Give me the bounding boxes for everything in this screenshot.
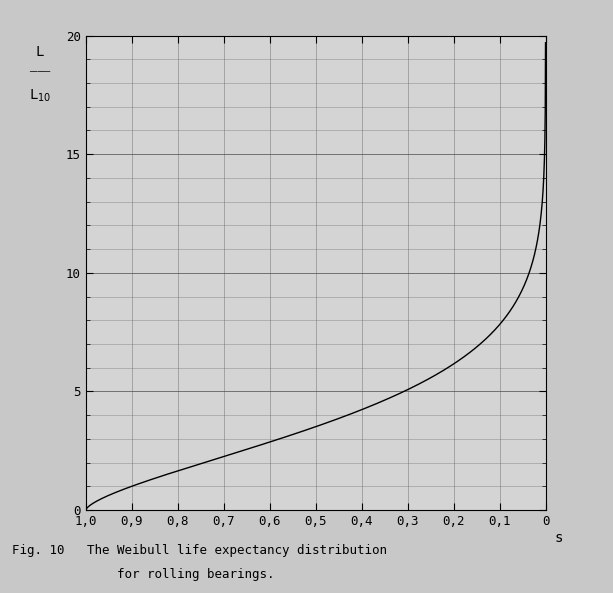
- Text: for rolling bearings.: for rolling bearings.: [12, 568, 275, 581]
- Text: Fig. 10   The Weibull life expectancy distribution: Fig. 10 The Weibull life expectancy dist…: [12, 544, 387, 557]
- Text: L: L: [36, 45, 44, 59]
- Text: L$_{10}$: L$_{10}$: [29, 88, 51, 104]
- Text: ─────: ─────: [29, 69, 50, 75]
- Text: s: s: [555, 531, 563, 546]
